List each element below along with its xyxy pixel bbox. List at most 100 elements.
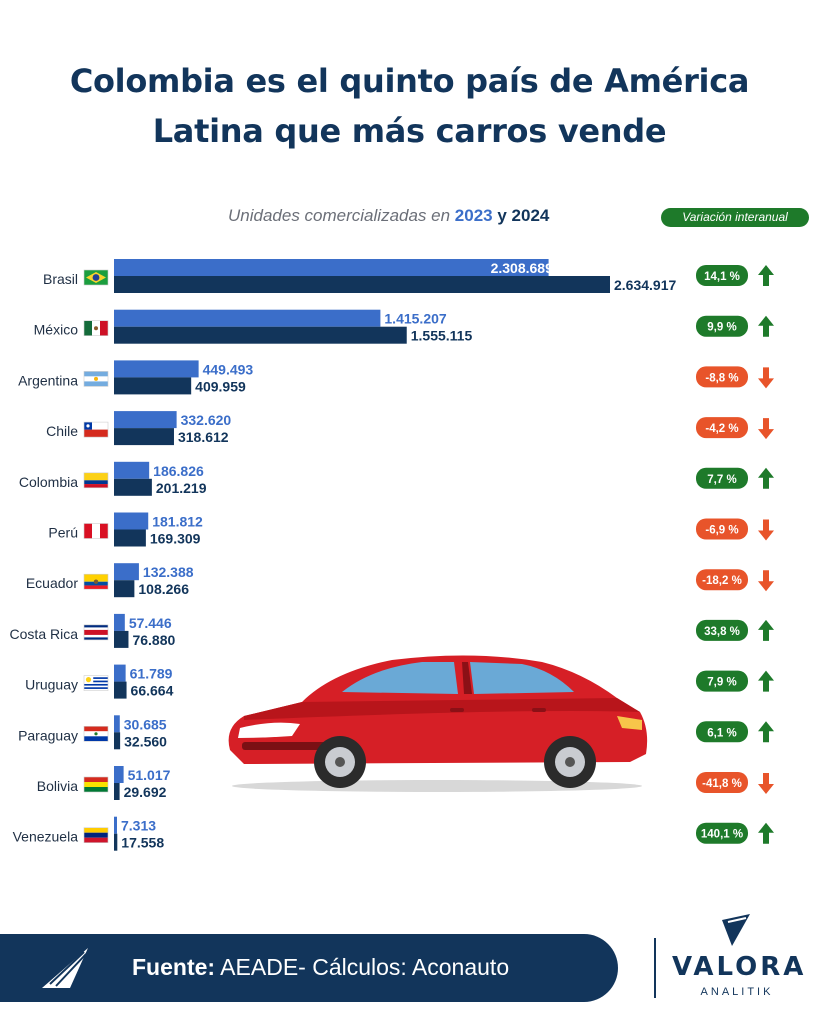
bar-2024 <box>114 326 407 344</box>
bar-2023 <box>114 411 177 429</box>
title-line-2: Latina que más carros vende <box>152 112 667 150</box>
variation-label: 33,8 % <box>704 626 740 638</box>
variation-label: 7,7 % <box>707 474 736 486</box>
arrow-down-icon <box>758 367 774 389</box>
value-label-2023: 30.685 <box>124 716 167 732</box>
brazil-flag-icon <box>83 269 109 286</box>
variation-label: 140,1 % <box>701 829 743 841</box>
value-label-2024: 66.664 <box>131 683 174 699</box>
chart-subtitle: Unidades comercializadas en 2023 y 2024 <box>228 206 549 226</box>
bar-2023 <box>114 766 124 783</box>
bar-2024 <box>114 783 120 800</box>
subtitle-year-2024: 2024 <box>511 206 550 225</box>
footer-source-text: AEADE- Cálculos: Aconauto <box>215 954 510 980</box>
value-label-2023: 1.415.207 <box>384 311 446 327</box>
country-label: Perú <box>48 525 78 541</box>
value-label-2024: 108.266 <box>138 581 189 597</box>
variation-label: -18,2 % <box>702 575 742 587</box>
variation-label: 14,1 % <box>704 271 740 283</box>
arrow-up-icon <box>758 619 774 641</box>
variation-label: -6,9 % <box>705 525 738 537</box>
arrow-up-icon <box>758 315 774 337</box>
value-label-2023: 186.826 <box>153 463 204 479</box>
value-label-2023: 181.812 <box>152 514 203 530</box>
costa-rica-flag-icon <box>83 624 109 641</box>
variation-label: 9,9 % <box>707 322 736 334</box>
bar-2024 <box>114 833 118 851</box>
variation-badge <box>696 619 748 641</box>
bar-2023 <box>114 512 149 530</box>
subtitle-year-2023: 2023 <box>454 206 493 225</box>
variation-label: 7,9 % <box>707 677 736 689</box>
value-label-2024: 32.560 <box>124 733 167 749</box>
title-line-1: Colombia es el quinto país de América <box>69 62 750 100</box>
variation-badge <box>696 417 748 439</box>
bar-2023 <box>114 613 125 631</box>
bar-2023 <box>114 563 139 581</box>
arrow-down-icon <box>758 418 774 440</box>
peru-flag-icon <box>83 523 109 539</box>
country-label: Chile <box>46 423 78 439</box>
variation-label: -4,2 % <box>705 423 738 435</box>
footer-source-label: Fuente: <box>132 954 216 980</box>
arrow-up-icon <box>758 467 774 489</box>
country-label: Colombia <box>19 474 78 490</box>
country-label: Costa Rica <box>10 626 79 642</box>
bar-2024 <box>114 478 152 496</box>
page-title: Colombia es el quinto país de América La… <box>0 56 819 156</box>
country-label: Brasil <box>43 271 78 287</box>
bar-2024 <box>114 630 129 648</box>
value-label-2023: 51.017 <box>128 767 171 783</box>
value-label-2024: 17.558 <box>121 835 164 851</box>
red-car-illustration <box>228 655 648 792</box>
arrow-up-icon <box>758 721 774 743</box>
variation-badge <box>696 467 748 489</box>
value-label-2024: 409.959 <box>195 378 246 394</box>
country-label: Argentina <box>18 372 78 388</box>
bar-2023 <box>114 360 199 378</box>
bar-2024 <box>114 276 610 293</box>
bar-2024 <box>114 681 127 699</box>
paraguay-flag-icon <box>83 725 109 742</box>
valora-logo-icon <box>722 914 750 946</box>
bar-2023 <box>114 259 549 276</box>
variation-badge <box>696 265 748 286</box>
country-label: Venezuela <box>13 829 79 845</box>
mexico-flag-icon <box>83 320 109 337</box>
value-label-2024: 29.692 <box>124 784 167 800</box>
value-label-2023: 7.313 <box>121 818 156 834</box>
bar-2024 <box>114 732 121 750</box>
country-label: Paraguay <box>18 727 78 743</box>
bar-2023 <box>114 309 381 327</box>
variation-badge <box>696 366 748 388</box>
bolivia-flag-icon <box>83 776 109 793</box>
bar-2024 <box>114 377 192 395</box>
footer-source: Fuente: AEADE- Cálculos: Aconauto <box>132 952 509 982</box>
country-label: Uruguay <box>25 677 78 693</box>
chile-flag-icon <box>83 421 109 438</box>
variation-badge <box>696 315 748 337</box>
bar-2024 <box>114 580 135 598</box>
variation-label: -8,8 % <box>705 372 738 384</box>
venezuela-flag-icon <box>83 827 109 844</box>
value-label-2024: 2.634.917 <box>614 277 676 293</box>
value-label-2023: 449.493 <box>203 361 254 377</box>
country-label: Bolivia <box>37 778 78 794</box>
bar-2023 <box>114 664 126 682</box>
argentina-flag-icon <box>83 371 109 387</box>
bar-2024 <box>114 529 146 547</box>
bar-2023 <box>114 715 120 733</box>
subtitle-prefix: Unidades comercializadas en <box>228 206 455 225</box>
value-label-2024: 201.219 <box>156 480 207 496</box>
bar-chart: Brasil 2.308.689 2.634.917 14,1 % México 1.41… <box>10 259 774 851</box>
brand-subtitle: ANALITIK <box>700 986 774 998</box>
value-label-2023: 57.446 <box>129 615 172 631</box>
value-label-2024: 318.612 <box>178 429 229 445</box>
variation-badge <box>696 721 748 743</box>
ecuador-flag-icon <box>83 573 109 590</box>
value-label-2023: 2.308.689 <box>491 260 553 276</box>
bar-2023 <box>114 461 150 479</box>
bar-2024 <box>114 428 174 446</box>
variation-header-badge: Variación interanual <box>661 208 809 227</box>
variation-badge <box>696 822 748 844</box>
